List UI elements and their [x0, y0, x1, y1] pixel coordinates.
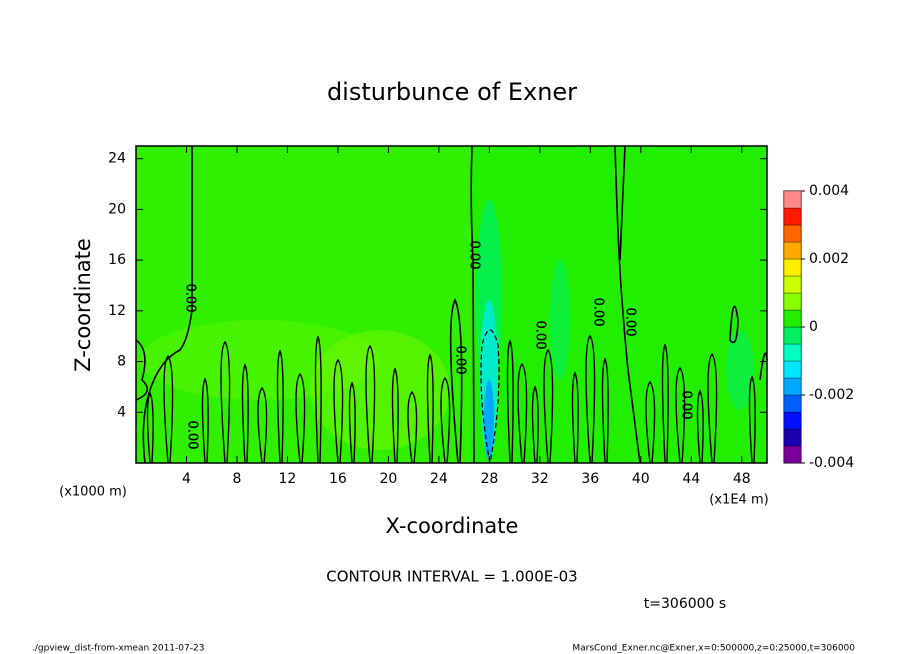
- x-tick-label: 4: [182, 471, 191, 487]
- annotation: t=306000 s: [644, 596, 726, 612]
- contour-line: [348, 381, 356, 464]
- contour-line: [517, 362, 528, 464]
- contour-line: [426, 353, 434, 464]
- x-tick-label: 24: [430, 471, 448, 487]
- footer: MarsCond_Exner.nc@Exner,x=0:500000,z=0:2…: [572, 644, 855, 654]
- chart-title: disturbunce of Exner: [327, 78, 577, 106]
- annotation: CONTOUR INTERVAL = 1.000E-03: [326, 568, 577, 586]
- x-tick-label: 20: [379, 471, 397, 487]
- colorbar-band: [783, 445, 802, 464]
- colorbar-band: [783, 428, 802, 447]
- x-tick-label: 44: [682, 471, 700, 487]
- contour-line: [407, 390, 418, 464]
- contour-label: 0.00: [185, 421, 200, 450]
- y-tick-label: 20: [108, 201, 126, 217]
- x-tick-label: 48: [733, 471, 751, 487]
- colorbar-tick-label: 0.002: [809, 251, 849, 267]
- colorbar-band: [783, 241, 802, 260]
- contour-label: 0.00: [679, 391, 694, 420]
- contour-line: [201, 377, 209, 464]
- contour-line: [295, 372, 306, 464]
- colorbar-tick-label: 0.004: [809, 183, 849, 199]
- contour-line: [601, 357, 609, 464]
- colorbar-tick-label: 0: [809, 319, 818, 335]
- y-tick-label: 8: [117, 354, 126, 370]
- contour-line: [146, 391, 154, 464]
- colorbar-band: [783, 377, 802, 396]
- y-tick-label: 4: [117, 404, 126, 420]
- contour-label: 0.00: [183, 284, 198, 313]
- contour-line: [696, 389, 704, 464]
- contour-line: [543, 348, 554, 464]
- colorbar-band: [783, 411, 802, 430]
- contour-line: [531, 385, 539, 464]
- contour-line: [506, 339, 514, 464]
- contour-label: 0.00: [591, 298, 606, 327]
- contour-line: [314, 335, 322, 464]
- contour-field: [136, 146, 767, 463]
- colorbar-band: [783, 190, 802, 209]
- contour-line: [391, 367, 399, 464]
- contour-lines: [135, 145, 768, 464]
- y-axis-label: Z-coordinate: [71, 238, 95, 372]
- colorbar-tick-label: -0.002: [809, 387, 854, 403]
- x-tick-label: 36: [581, 471, 599, 487]
- contour-line: [241, 363, 249, 464]
- plot-frame: [135, 145, 768, 464]
- colorbar-band: [783, 343, 802, 362]
- contour-line: [257, 386, 268, 464]
- colorbar-band: [783, 326, 802, 345]
- footer: ./gpview_dist-from-xmean 2011-07-23: [32, 644, 204, 654]
- contour-line: [163, 354, 174, 464]
- x-tick-label: 16: [329, 471, 347, 487]
- contour-line: [661, 343, 669, 464]
- y-tick-label: 16: [108, 252, 126, 268]
- contour-label: 0.00: [533, 321, 548, 350]
- colorbar-band: [783, 360, 802, 379]
- contour-line: [645, 380, 656, 464]
- contour-label: 0.00: [623, 308, 638, 337]
- contour-line: [333, 358, 344, 464]
- contour-label: 0.00: [453, 346, 468, 375]
- contour-line: [365, 344, 376, 464]
- contour-line: [220, 340, 231, 464]
- x-axis-label: X-coordinate: [386, 514, 519, 538]
- colorbar-band: [783, 207, 802, 226]
- x-tick-label: 28: [480, 471, 498, 487]
- contour-line: [585, 334, 596, 464]
- colorbar-band: [783, 394, 802, 413]
- contour-line: [571, 371, 579, 464]
- contour-line: [675, 366, 686, 464]
- colorbar-band: [783, 309, 802, 328]
- x-tick-label: 12: [279, 471, 297, 487]
- colorbar-band: [783, 258, 802, 277]
- x-unit-right: (x1E4 m): [709, 493, 768, 508]
- x-tick-label: 32: [531, 471, 549, 487]
- y-tick-label: 12: [108, 303, 126, 319]
- x-tick-label: 8: [232, 471, 241, 487]
- contour-lines: [146, 334, 756, 464]
- contour-label: 0.00: [467, 241, 482, 270]
- contour-line: [707, 352, 718, 464]
- y-tick-label: 24: [108, 151, 126, 167]
- colorbar-band: [783, 275, 802, 294]
- contour-line: [440, 376, 451, 464]
- colorbar-band: [783, 224, 802, 243]
- colorbar-tick-label: -0.004: [809, 455, 854, 471]
- contour-line: [276, 349, 284, 464]
- colorbar-band: [783, 292, 802, 311]
- x-tick-label: 40: [632, 471, 650, 487]
- contour-line: [748, 375, 756, 464]
- x-unit-left: (x1000 m): [59, 485, 127, 500]
